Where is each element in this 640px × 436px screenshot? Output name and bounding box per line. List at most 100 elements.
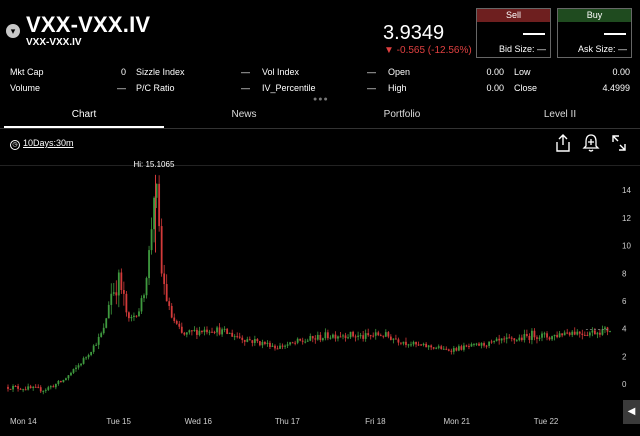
candle-body xyxy=(296,338,299,343)
candle-body xyxy=(72,369,75,373)
candle-body xyxy=(556,334,559,338)
buy-button[interactable]: Buy Ask Size: — xyxy=(557,8,632,58)
tab-level-ii[interactable]: Level II xyxy=(543,109,577,120)
stat-label: IV_Percentile xyxy=(262,83,316,93)
stat-label: Open xyxy=(388,67,411,77)
candle-body xyxy=(183,332,186,335)
candle-body xyxy=(175,321,178,324)
x-tick-label: Fri 18 xyxy=(365,417,386,426)
candle-body xyxy=(508,337,511,339)
candle-body xyxy=(586,334,589,336)
candle-body xyxy=(180,326,183,333)
stat-value: 0.00 xyxy=(486,67,504,77)
sell-button[interactable]: Sell Bid Size: — xyxy=(476,8,551,58)
candle-body xyxy=(155,183,158,198)
candle-body xyxy=(435,347,438,349)
candle-body xyxy=(59,380,62,383)
candle-body xyxy=(334,334,337,339)
ask-value xyxy=(604,33,626,35)
candle-body xyxy=(531,330,533,340)
candle-body xyxy=(379,335,382,337)
candle-body xyxy=(256,339,259,342)
add-alert-bell-icon[interactable] xyxy=(582,133,600,153)
candle-body xyxy=(432,347,435,349)
candle-body xyxy=(85,357,87,359)
candle-body xyxy=(450,350,453,352)
x-tick-label: Tue 15 xyxy=(106,417,131,426)
candle-body xyxy=(47,387,50,390)
candle-body xyxy=(311,336,314,339)
price-chart[interactable]: 0 2 4 6 8 10 12 14 Mon 14 Tue 15 Wed 16 Thu 17 Fri 1… xyxy=(0,160,640,436)
candle-body xyxy=(253,339,256,343)
stat-mkt-cap: Mkt Cap 0 xyxy=(10,67,126,81)
candle-body xyxy=(32,386,35,389)
time-range-selector[interactable]: ◷ 10Days:30m xyxy=(10,138,74,150)
chart-svg[interactable]: 0 2 4 6 8 10 12 14 Mon 14 Tue 15 Wed 16 Thu 17 Fri 1… xyxy=(0,160,640,436)
candle-body xyxy=(430,345,433,348)
candle-body xyxy=(75,367,77,370)
candle-body xyxy=(44,389,47,391)
candle-body xyxy=(291,342,294,344)
time-range-label: 10Days:30m xyxy=(23,138,74,148)
candle-body xyxy=(261,342,264,346)
candle-body xyxy=(440,346,443,349)
clock-icon: ◷ xyxy=(10,140,20,150)
candle-body xyxy=(246,339,249,342)
candle-body xyxy=(445,348,448,350)
candle-body xyxy=(533,330,536,338)
candle-body xyxy=(372,335,375,337)
symbol-dropdown-icon[interactable]: ▾ xyxy=(6,24,20,38)
stat-label: High xyxy=(388,83,407,93)
candle-body xyxy=(425,343,428,348)
tab-portfolio[interactable]: Portfolio xyxy=(383,109,421,120)
high-annotation: Hi: 15.1065 xyxy=(133,160,174,169)
candle-body xyxy=(221,329,224,335)
stat-value: — xyxy=(367,83,376,93)
stat-pc-ratio: P/C Ratio — xyxy=(136,83,250,97)
share-icon[interactable] xyxy=(554,133,572,153)
page-indicator-dots[interactable]: ●●● xyxy=(313,96,329,103)
candle-body xyxy=(503,338,506,340)
candle-body xyxy=(125,293,128,313)
stat-value: 4.4999 xyxy=(602,83,630,93)
candle-body xyxy=(384,332,387,337)
stat-high: High 0.00 xyxy=(388,83,504,97)
candle-body xyxy=(117,272,120,296)
symbol-subtitle: VXX-VXX.IV xyxy=(26,37,82,48)
candle-body xyxy=(578,331,581,334)
candle-body xyxy=(342,335,344,337)
candle-body xyxy=(243,339,246,342)
y-tick-label: 10 xyxy=(622,242,631,251)
chart-scroll-left-icon[interactable]: ◀ xyxy=(623,400,640,424)
candle-body xyxy=(304,341,307,343)
candle-body xyxy=(357,335,360,337)
price-change: ▼ -0.565 (-12.56%) xyxy=(384,45,472,56)
tab-bar: Chart News Portfolio Level II xyxy=(0,104,640,128)
candle-body xyxy=(105,318,108,328)
candle-body xyxy=(62,379,65,383)
candle-body xyxy=(80,363,82,366)
candle-body xyxy=(568,332,571,335)
candle-body xyxy=(289,342,292,345)
candle-body xyxy=(7,386,9,389)
buy-label: Buy xyxy=(558,9,631,22)
expand-icon[interactable] xyxy=(610,133,628,153)
candle-body xyxy=(150,229,153,251)
candle-body xyxy=(541,333,543,338)
y-tick-label: 14 xyxy=(622,186,631,195)
candle-body xyxy=(583,334,586,336)
candle-body xyxy=(29,386,32,389)
candle-body xyxy=(185,332,188,335)
candle-body xyxy=(264,342,266,344)
candle-body xyxy=(566,332,569,334)
candle-body xyxy=(561,333,564,336)
tab-news[interactable]: News xyxy=(231,109,257,120)
tab-chart[interactable]: Chart xyxy=(4,104,164,128)
candle-body xyxy=(22,389,25,391)
candle-body xyxy=(95,344,98,346)
candle-body xyxy=(354,336,357,338)
candle-body xyxy=(513,338,516,341)
candle-body xyxy=(415,341,417,345)
candle-body xyxy=(576,331,579,335)
quote-header: ▾ VXX-VXX.IV VXX-VXX.IV 3.9349 ▼ -0.565 … xyxy=(0,0,640,62)
